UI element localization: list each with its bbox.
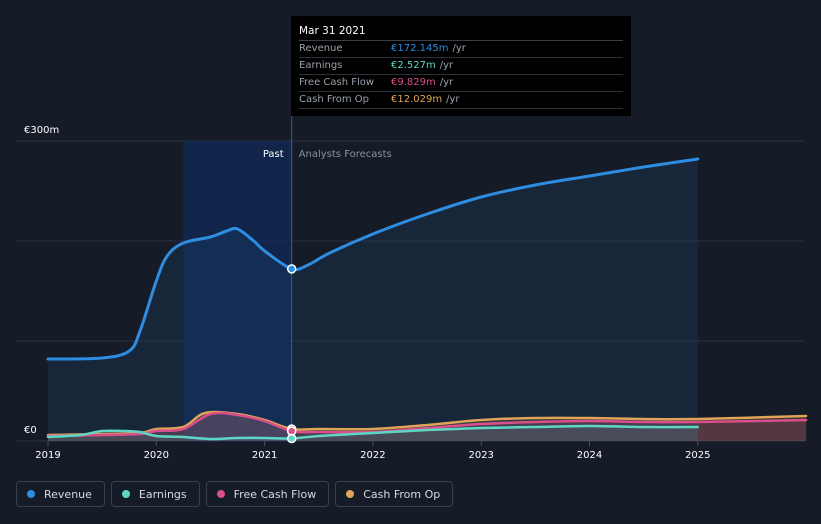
legend-dot-icon (216, 490, 225, 498)
series-lines (46, 157, 808, 441)
marker-revenue (286, 264, 297, 274)
marker-earnings (286, 433, 297, 444)
legend-item-free-cash-flow[interactable]: Free Cash Flow (205, 481, 330, 507)
legend-dot-icon (121, 490, 130, 498)
x-tick-label: 2024 (577, 450, 602, 461)
tooltip-value: €172.145m (391, 43, 449, 54)
x-tick-label: 2025 (685, 450, 710, 461)
series-areas (48, 159, 807, 441)
series-line-cash-from-op (46, 410, 808, 437)
y-axis-top-label: €300m (24, 125, 59, 136)
tooltip-label: Cash From Op (299, 94, 370, 105)
x-tick-label: 2021 (252, 450, 277, 461)
legend-item-earnings[interactable]: Earnings (110, 481, 200, 507)
tooltip-date: Mar 31 2021 (299, 24, 623, 41)
series-line-free-cash-flow (46, 411, 808, 438)
legend-item-revenue[interactable]: Revenue (16, 481, 105, 507)
forecast-region-label: Analysts Forecasts (299, 149, 392, 160)
tooltip-unit: /yr (452, 43, 466, 54)
tooltip-unit: /yr (439, 77, 454, 88)
legend-item-cash-from-op[interactable]: Cash From Op (335, 481, 454, 507)
x-tick-label: 2020 (144, 450, 169, 461)
series-area-free-cash-flow (48, 412, 807, 441)
tooltip-unit: /yr (439, 60, 454, 71)
legend-label: Cash From Op (363, 487, 441, 501)
hover-tooltip: Mar 31 2021 Revenue €172.145m /yr Earnin… (291, 16, 631, 116)
tooltip-row-free-cash-flow: Free Cash Flow €9.829m /yr (299, 75, 623, 92)
hover-markers (286, 264, 297, 444)
past-region-label: Past (263, 149, 284, 160)
y-axis-bottom-label: €0 (24, 425, 37, 436)
tooltip-row-revenue: Revenue €172.145m /yr (299, 41, 623, 58)
chart-legend: Revenue Earnings Free Cash Flow Cash Fro… (16, 481, 454, 507)
tooltip-value: €9.829m (391, 77, 436, 88)
tooltip-label: Earnings (299, 60, 343, 71)
x-tick-label: 2023 (468, 450, 493, 461)
grid-lines (16, 140, 805, 442)
tooltip-row-cash-from-op: Cash From Op €12.029m /yr (299, 92, 623, 109)
series-line-earnings (46, 424, 700, 441)
series-area-revenue (48, 159, 698, 441)
chart-area: €300m €0 Past Analysts Forecasts 2019 202… (16, 116, 808, 461)
x-axis-ticks: 2019 2020 2021 2022 2023 2024 2025 (35, 441, 711, 461)
tooltip-row-earnings: Earnings €2.527m /yr (299, 58, 623, 75)
legend-label: Free Cash Flow (233, 487, 317, 501)
tooltip-value: €12.029m (391, 94, 443, 105)
tooltip-label: Revenue (299, 43, 343, 54)
tooltip-label: Free Cash Flow (299, 77, 375, 88)
x-tick-label: 2022 (360, 450, 385, 461)
tooltip-unit: /yr (446, 94, 460, 105)
tooltip-value: €2.527m (391, 60, 436, 71)
series-line-revenue (46, 157, 700, 361)
legend-dot-icon (346, 490, 355, 498)
x-tick-label: 2019 (35, 450, 60, 461)
legend-dot-icon (27, 490, 35, 498)
past-region-band (183, 141, 292, 441)
legend-label: Earnings (138, 487, 187, 501)
legend-label: Revenue (44, 487, 92, 501)
